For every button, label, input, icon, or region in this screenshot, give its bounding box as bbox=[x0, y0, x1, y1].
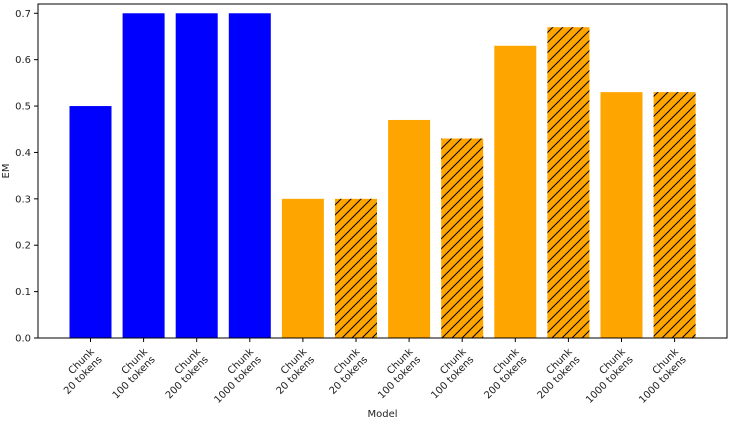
bar-10 bbox=[600, 92, 643, 338]
bar-hatch-pattern bbox=[441, 138, 484, 338]
y-tick-label: 0.0 bbox=[15, 334, 31, 345]
y-tick-label: 0.7 bbox=[15, 9, 31, 20]
x-axis: Chunk20 tokens Chunk100 tokens Chunk200 to… bbox=[54, 338, 689, 406]
y-tick-label: 0.3 bbox=[15, 194, 31, 205]
x-tick-label: Chunk20 tokens bbox=[54, 346, 104, 396]
x-tick-label: Chunk100 tokens bbox=[422, 346, 477, 401]
plot-area-frame bbox=[37, 3, 728, 339]
y-tick-label: 0.2 bbox=[15, 241, 31, 252]
bar-9 bbox=[547, 27, 590, 338]
bar-hatch-pattern bbox=[653, 92, 696, 338]
bar-fill bbox=[494, 45, 537, 338]
bar-5 bbox=[335, 198, 377, 338]
bar-4 bbox=[281, 198, 324, 338]
y-tick-label: 0.6 bbox=[15, 55, 31, 66]
x-tick-label: Chunk200 tokens bbox=[156, 346, 211, 401]
x-tick-label: Chunk1000 tokens bbox=[576, 346, 635, 405]
y-tick-label: 0.5 bbox=[15, 102, 31, 113]
bar-hatch-pattern bbox=[547, 27, 590, 338]
bar-fill bbox=[69, 106, 112, 338]
bar-hatch-pattern bbox=[335, 198, 377, 338]
x-axis-title: Model bbox=[367, 409, 397, 420]
x-tick-label: Chunk1000 tokens bbox=[205, 346, 264, 405]
bar-fill bbox=[122, 13, 165, 339]
x-tick-label: Chunk200 tokens bbox=[475, 346, 530, 401]
bar-11 bbox=[653, 92, 696, 338]
bar-fill bbox=[388, 119, 431, 338]
bar-0 bbox=[69, 106, 112, 338]
bar-fill bbox=[281, 198, 324, 338]
bar-8 bbox=[494, 45, 537, 338]
x-tick-label: Chunk1000 tokens bbox=[629, 346, 688, 405]
x-tick-label: Chunk200 tokens bbox=[528, 346, 583, 401]
bar-7 bbox=[441, 138, 484, 338]
y-axis: 0.0 0.1 0.2 0.3 0.4 0.5 0.6 0.7 bbox=[15, 9, 38, 345]
bars-layer bbox=[69, 13, 696, 339]
bar-fill bbox=[175, 13, 218, 339]
bar-3 bbox=[228, 13, 271, 339]
bar-6 bbox=[388, 119, 431, 338]
x-tick-label: Chunk100 tokens bbox=[103, 346, 158, 401]
y-tick-label: 0.4 bbox=[15, 148, 31, 159]
bar-fill bbox=[600, 92, 643, 338]
x-tick-label: Chunk20 tokens bbox=[320, 346, 370, 396]
y-axis-title: EM bbox=[1, 164, 12, 179]
bar-fill bbox=[228, 13, 271, 339]
y-tick-label: 0.1 bbox=[15, 287, 31, 298]
x-tick-label: Chunk100 tokens bbox=[368, 346, 423, 401]
x-tick-label: Chunk20 tokens bbox=[267, 346, 317, 396]
bar-2 bbox=[175, 13, 218, 339]
bar-1 bbox=[122, 13, 165, 339]
